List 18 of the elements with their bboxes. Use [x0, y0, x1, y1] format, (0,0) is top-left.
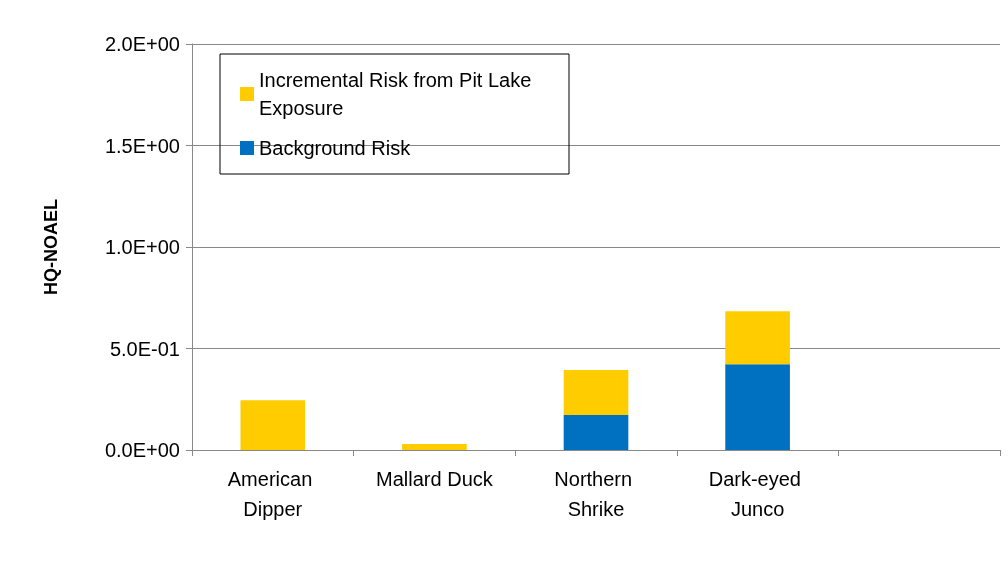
legend-label: Incremental Risk from Pit Lake Exposure — [259, 69, 537, 119]
bar — [240, 400, 306, 450]
legend-label: Background Risk — [259, 137, 412, 159]
x-tick-label: Dark-eyed Junco — [708, 468, 807, 520]
y-axis-title: HQ-NOAEL — [41, 199, 61, 295]
bar — [725, 364, 790, 450]
bar — [563, 370, 629, 415]
x-tick-label: Mallard Duck — [376, 468, 494, 490]
y-tick-label: 2.0E+00 — [104, 33, 180, 55]
bar — [563, 414, 629, 450]
x-tick-label: American Dipper — [227, 468, 318, 520]
y-tick-label: 1.0E+00 — [104, 236, 180, 258]
y-tick-label: 1.5E+00 — [104, 134, 180, 157]
bar — [402, 444, 467, 450]
bar — [725, 311, 790, 365]
y-tick-label: 5.0E-01 — [109, 337, 180, 360]
x-tick-label: Northern Shrike — [554, 468, 638, 520]
y-tick-label: 0.0E+00 — [104, 439, 180, 461]
